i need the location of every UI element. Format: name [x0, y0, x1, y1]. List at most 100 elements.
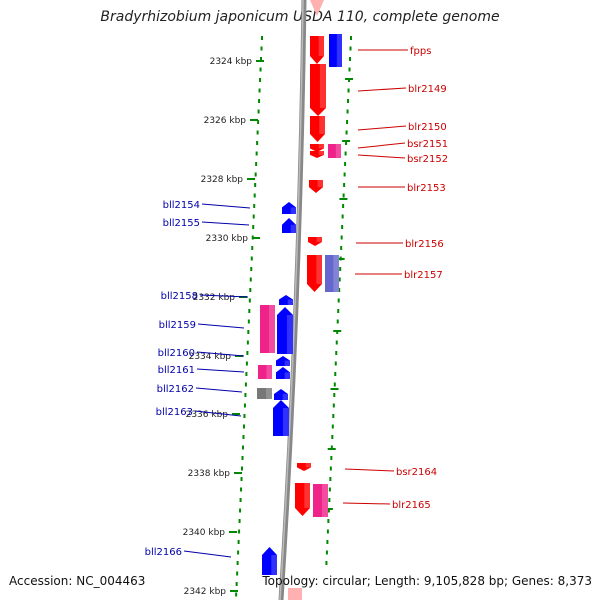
accession-label: Accession: NC_004463 [9, 574, 146, 588]
kbp-tick [252, 237, 260, 239]
ruler-dash [254, 183, 257, 187]
ruler-dash [260, 57, 263, 61]
kbp-tick [234, 472, 242, 474]
gene-bll2158-shade [287, 299, 293, 305]
label-leader [357, 142, 406, 149]
ruler-dash [241, 456, 244, 460]
gene-bll2162-shade [266, 388, 272, 399]
ruler-dash [332, 403, 335, 408]
label-leader [199, 294, 249, 298]
ruler-dash [249, 288, 252, 292]
kbp-tick-label: 2326 kbp [204, 116, 247, 126]
gene-blr2165-shade [304, 483, 310, 508]
ruler-dash [241, 466, 244, 471]
ruler-dash [345, 78, 354, 80]
ruler-dash [340, 246, 343, 250]
ruler-dash [251, 246, 254, 250]
gene-label-blr2157: blr2157 [404, 270, 443, 281]
gene-blr2156-shade [316, 237, 322, 242]
genome-summary: Topology: circular; Length: 9,105,828 bp… [262, 574, 592, 588]
gene-label-blr2149: blr2149 [408, 84, 447, 95]
ruler-dash [336, 319, 339, 324]
kbp-tick-label: 2340 kbp [183, 528, 226, 538]
gene-blr2153-shade [317, 180, 323, 188]
ruler-dash [350, 36, 352, 40]
kbp-tick-label: 2328 kbp [201, 175, 244, 185]
ruler-dash [345, 130, 348, 135]
ruler-dash [259, 67, 262, 72]
gene-label-bll2155: bll2155 [163, 218, 200, 229]
ruler-dash [325, 550, 328, 555]
gene-label-bll2154: bll2154 [163, 200, 200, 211]
ruler-dash [349, 57, 352, 61]
ruler-dash [337, 298, 340, 303]
ruler-dash [329, 466, 332, 471]
ruler-dash [252, 225, 255, 229]
ruler-dash [337, 309, 340, 313]
ruler-dash [347, 99, 350, 103]
kbp-tick-label: 2342 kbp [184, 587, 227, 597]
gene-label-blr2150: blr2150 [408, 122, 447, 133]
ruler-dash [256, 130, 259, 135]
ruler-dash [339, 267, 342, 271]
ruler-dash [333, 393, 336, 397]
ruler-dash [243, 403, 246, 408]
gene-label-bll2159: bll2159 [159, 320, 196, 331]
gene-bll2166-shade [271, 555, 277, 575]
ruler-dash [346, 109, 349, 114]
ruler-dash [342, 193, 345, 198]
feature-bottom-edge [288, 588, 302, 600]
gene-label-blr2153: blr2153 [407, 183, 446, 194]
gene-label-bll2162: bll2162 [157, 384, 194, 395]
ruler-dash [327, 519, 330, 523]
gene-bsr2152-shade [335, 144, 341, 158]
ruler-dash [346, 120, 349, 124]
ruler-dash [249, 277, 252, 282]
gene-blr2157-shade [316, 255, 322, 284]
gene-label-bll2161: bll2161 [158, 365, 195, 376]
gene-bll2163-shade [282, 408, 289, 436]
gene-bsr2151b-shade [318, 151, 324, 155]
gene-fpps-partner-shade [336, 34, 342, 67]
ruler-dash [334, 361, 337, 366]
gene-label-blr2156: blr2156 [405, 239, 444, 250]
gene-label-bsr2164: bsr2164 [396, 467, 437, 478]
ruler-dash [258, 99, 261, 103]
ruler-dash [327, 448, 336, 450]
ruler-dash [242, 424, 245, 429]
ruler-dash [243, 414, 246, 418]
kbp-tick [229, 531, 237, 533]
gene-bll2162 [257, 388, 272, 399]
ruler-dash [326, 540, 329, 544]
gene-features [257, 34, 342, 575]
gene-bll2154-shade [290, 207, 296, 214]
ruler-dash [245, 372, 248, 376]
ruler-dash [347, 88, 350, 93]
gene-bsr2151-shade [318, 144, 324, 149]
ruler-dash [330, 388, 339, 390]
kbp-tick [232, 413, 240, 415]
ruler-dash [338, 277, 341, 282]
ruler-dash [244, 393, 247, 397]
gene-bll2159-shade [286, 315, 293, 354]
ruler-dash [334, 372, 337, 376]
ruler-dash [253, 204, 256, 208]
ruler-dash [343, 183, 346, 187]
gene-label-bll2158: bll2158 [161, 291, 198, 302]
label-leader [196, 351, 245, 357]
gene-bsr2164-shade [305, 463, 311, 468]
ruler-dash [237, 550, 240, 555]
gene-label-bll2163: bll2163 [156, 407, 193, 418]
ruler-dash [239, 508, 242, 513]
gene-fpps-shade [318, 36, 324, 56]
ruler-dash [341, 214, 344, 219]
gene-label-bsr2152: bsr2152 [407, 154, 448, 165]
ruler-dash [344, 151, 347, 156]
ruler-dash [254, 172, 257, 177]
kbp-tick [230, 590, 238, 592]
kbp-scale: 2324 kbp 2326 kbp 2328 kbp 2330 kbp 2332 kbp… [183, 57, 264, 597]
ruler-dash [236, 561, 239, 565]
gene-blr2157-partner-shade [333, 255, 339, 292]
gene-bll2155-shade [290, 224, 296, 233]
ruler-dash [329, 477, 332, 481]
